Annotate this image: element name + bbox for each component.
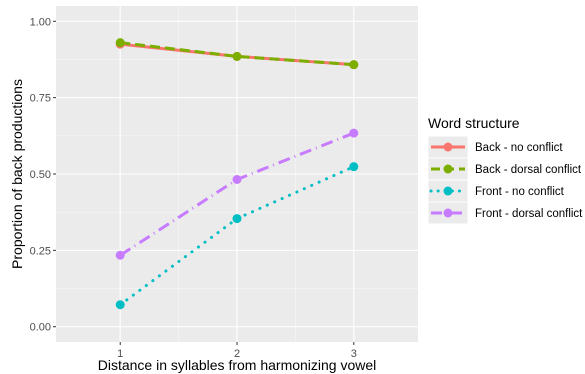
data-point <box>232 214 242 224</box>
data-point <box>349 60 359 70</box>
legend-label: Back - dorsal conflict <box>475 164 582 176</box>
data-point <box>232 51 242 61</box>
x-tick-label: 1 <box>117 348 123 360</box>
y-axis-title: Proportion of back productions <box>9 79 25 269</box>
x-axis-title: Distance in syllables from harmonizing v… <box>98 357 377 373</box>
data-point <box>115 38 125 48</box>
y-tick-label: 0.00 <box>30 322 51 334</box>
legend: Word structure Back - no conflict Back - … <box>427 115 583 225</box>
y-tick-label: 0.50 <box>30 169 51 181</box>
legend-label: Front - no conflict <box>475 186 565 198</box>
legend-key-point <box>443 142 453 152</box>
series-line <box>120 41 354 67</box>
x-tick-label: 2 <box>234 348 240 360</box>
data-point <box>349 128 359 138</box>
legend-key-point <box>443 186 453 196</box>
y-tick-label: 1.00 <box>30 16 51 28</box>
legend-key-point <box>443 164 453 174</box>
x-axis: 1 2 3 <box>117 342 357 360</box>
y-axis: 0.00 0.25 0.50 0.75 1.00 <box>30 16 56 334</box>
y-tick-label: 0.25 <box>30 245 51 257</box>
legend-label: Front - dorsal conflict <box>475 208 583 220</box>
legend-key-point <box>443 208 453 218</box>
y-tick-label: 0.75 <box>30 93 51 105</box>
grid-major <box>56 6 418 342</box>
legend-title: Word structure <box>428 115 520 131</box>
series-layer <box>115 38 359 310</box>
x-tick-label: 3 <box>351 348 357 360</box>
data-point <box>115 250 125 260</box>
data-point <box>115 300 125 310</box>
data-point <box>349 162 359 172</box>
legend-label: Back - no conflict <box>475 142 563 154</box>
data-point <box>232 174 242 184</box>
